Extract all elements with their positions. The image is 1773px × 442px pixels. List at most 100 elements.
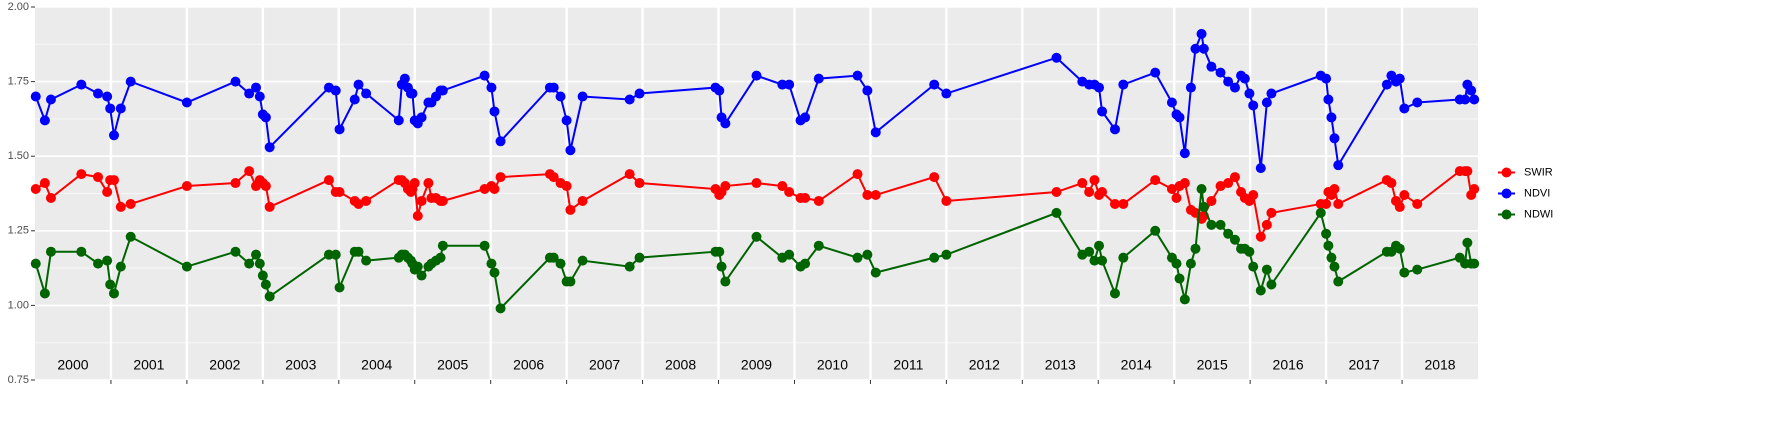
point [548, 252, 559, 263]
point [45, 246, 56, 257]
point [561, 181, 572, 192]
point [334, 282, 345, 293]
point [1179, 178, 1190, 189]
year-label: 2018 [1424, 357, 1455, 373]
y-tick-label: 2.00 [8, 1, 29, 13]
point [1386, 178, 1397, 189]
point [353, 79, 364, 90]
point [1394, 73, 1405, 84]
point [264, 291, 275, 302]
point [353, 198, 364, 209]
point [577, 195, 588, 206]
point [813, 240, 824, 251]
point [870, 267, 881, 278]
point [1255, 231, 1266, 242]
point [39, 178, 50, 189]
legend-key [1501, 167, 1512, 178]
point [862, 189, 873, 200]
point [1223, 228, 1234, 239]
point [624, 169, 635, 180]
point [1229, 172, 1240, 183]
point [1118, 252, 1129, 263]
point [1094, 240, 1105, 251]
point [412, 210, 423, 221]
point [423, 178, 434, 189]
point [1326, 252, 1337, 263]
point [416, 112, 427, 123]
y-tick-label: 0.75 [8, 374, 29, 386]
point [1215, 219, 1226, 230]
point [716, 261, 727, 272]
point [624, 94, 635, 105]
point [1323, 94, 1334, 105]
point [1261, 264, 1272, 275]
point [565, 145, 576, 156]
point [1329, 133, 1340, 144]
point [634, 252, 645, 263]
year-label: 2012 [969, 357, 1000, 373]
point [244, 88, 255, 99]
point [181, 261, 192, 272]
year-label: 2011 [893, 357, 923, 373]
point [1333, 160, 1344, 171]
point [125, 76, 136, 87]
legend-label: SWIR [1524, 166, 1553, 178]
point [1198, 43, 1209, 54]
legend-label: NDVI [1524, 187, 1550, 199]
point [1261, 219, 1272, 230]
legend-key [1501, 209, 1512, 220]
point [1321, 73, 1332, 84]
point [1097, 255, 1108, 266]
point [334, 124, 345, 135]
point [784, 79, 795, 90]
year-label: 2001 [133, 357, 164, 373]
point [548, 172, 559, 183]
point [1089, 175, 1100, 186]
point [1051, 52, 1062, 63]
point [108, 288, 119, 299]
point [1179, 148, 1190, 159]
point [1051, 207, 1062, 218]
point [813, 195, 824, 206]
legend-label: NDWI [1524, 208, 1553, 220]
point [437, 85, 448, 96]
point [1412, 264, 1423, 275]
point [1229, 234, 1240, 245]
year-label: 2002 [209, 357, 240, 373]
point [1266, 88, 1277, 99]
point [1315, 207, 1326, 218]
point [784, 249, 795, 260]
point [102, 255, 113, 266]
point [1190, 243, 1201, 254]
point [1109, 288, 1120, 299]
point [45, 94, 56, 105]
year-label: 2010 [817, 357, 848, 373]
point [1097, 106, 1108, 117]
point [1381, 79, 1392, 90]
point [784, 187, 795, 198]
point [330, 85, 341, 96]
point [714, 246, 725, 257]
point [1206, 195, 1217, 206]
point [254, 258, 265, 269]
point [1185, 258, 1196, 269]
point [361, 255, 372, 266]
y-tick-label: 1.00 [8, 299, 29, 311]
point [244, 166, 255, 177]
point [1190, 43, 1201, 54]
point [1248, 261, 1259, 272]
point [1399, 103, 1410, 114]
point [1206, 61, 1217, 72]
point [323, 175, 334, 186]
point [634, 178, 645, 189]
point [862, 85, 873, 96]
point [929, 172, 940, 183]
point [813, 73, 824, 84]
point [548, 82, 559, 93]
point [941, 249, 952, 260]
year-label: 2005 [437, 357, 468, 373]
point [76, 79, 87, 90]
point [1118, 79, 1129, 90]
point [1333, 198, 1344, 209]
